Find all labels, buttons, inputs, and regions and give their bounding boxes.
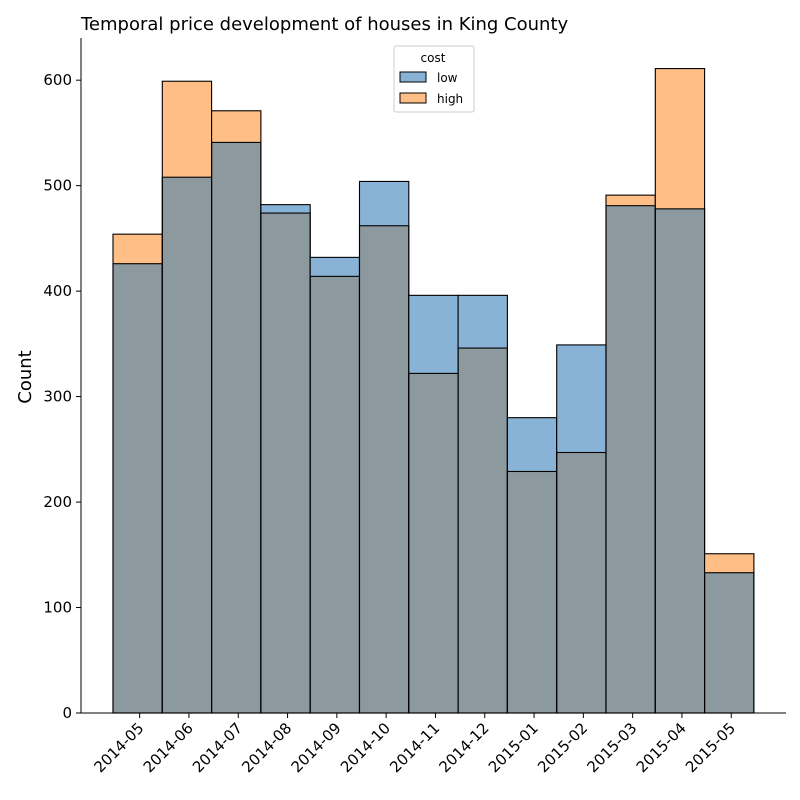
x-tick-label: 2014-06 bbox=[140, 719, 197, 776]
x-tick-label: 2015-01 bbox=[485, 719, 542, 776]
bar-overlap-2014-10 bbox=[359, 225, 409, 713]
x-tick-label: 2014-07 bbox=[189, 719, 246, 776]
x-tick-label: 2015-02 bbox=[534, 719, 591, 776]
bar-high-2014-05 bbox=[113, 234, 163, 264]
chart-title: Temporal price development of houses in … bbox=[80, 14, 569, 35]
bar-low-2014-08 bbox=[260, 204, 311, 214]
bar-low-2015-02 bbox=[556, 344, 606, 453]
bar-overlap-2015-03 bbox=[606, 205, 656, 713]
bar-overlap-2014-11 bbox=[408, 373, 459, 713]
y-tick-label: 200 bbox=[43, 493, 72, 511]
y-axis-label: Count bbox=[15, 350, 36, 403]
x-tick-label: 2015-05 bbox=[682, 719, 739, 776]
bar-high-2015-04 bbox=[655, 68, 705, 209]
y-tick-label: 400 bbox=[43, 282, 72, 300]
legend-label-high: high bbox=[437, 92, 463, 106]
bars-group bbox=[112, 68, 755, 714]
bar-low-2014-09 bbox=[310, 257, 360, 277]
bar-low-2014-12 bbox=[458, 295, 508, 349]
legend: cost low high bbox=[393, 45, 475, 113]
bar-high-2015-05 bbox=[704, 553, 754, 573]
bar-high-2014-06 bbox=[162, 81, 212, 178]
x-tick-label: 2014-08 bbox=[238, 719, 295, 776]
bar-overlap-2015-05 bbox=[704, 572, 754, 713]
x-tick-label: 2014-10 bbox=[337, 719, 394, 776]
legend-title: cost bbox=[421, 51, 446, 65]
y-tick-label: 100 bbox=[43, 599, 72, 617]
bar-high-2015-03 bbox=[606, 195, 656, 206]
bar-overlap-2015-02 bbox=[556, 452, 606, 713]
bar-high-2014-07 bbox=[211, 110, 261, 143]
legend-swatch-low bbox=[399, 71, 427, 83]
bar-overlap-2014-06 bbox=[162, 177, 212, 713]
bar-overlap-2014-05 bbox=[113, 263, 163, 713]
y-tick-label: 500 bbox=[43, 177, 72, 195]
x-tick-label: 2014-09 bbox=[288, 719, 345, 776]
x-tick-label: 2014-11 bbox=[386, 719, 443, 776]
bar-overlap-2014-07 bbox=[211, 142, 261, 713]
x-tick-label: 2015-03 bbox=[583, 719, 640, 776]
y-tick-label: 0 bbox=[62, 704, 72, 722]
bar-overlap-2015-01 bbox=[507, 471, 557, 713]
y-tick-label: 600 bbox=[43, 71, 72, 89]
bar-overlap-2015-04 bbox=[655, 208, 705, 713]
x-tick-label: 2015-04 bbox=[633, 719, 690, 776]
legend-swatch-high bbox=[399, 92, 427, 104]
legend-label-low: low bbox=[437, 71, 458, 85]
x-tick-label: 2014-05 bbox=[90, 719, 147, 776]
x-tick-label: 2014-12 bbox=[436, 719, 493, 776]
bar-overlap-2014-08 bbox=[260, 213, 311, 713]
bar-low-2015-01 bbox=[507, 417, 557, 472]
bar-low-2014-11 bbox=[408, 295, 459, 374]
bar-overlap-2014-09 bbox=[310, 276, 360, 713]
bar-low-2014-10 bbox=[359, 181, 409, 226]
bar-overlap-2014-12 bbox=[458, 348, 508, 713]
y-tick-label: 300 bbox=[43, 388, 72, 406]
